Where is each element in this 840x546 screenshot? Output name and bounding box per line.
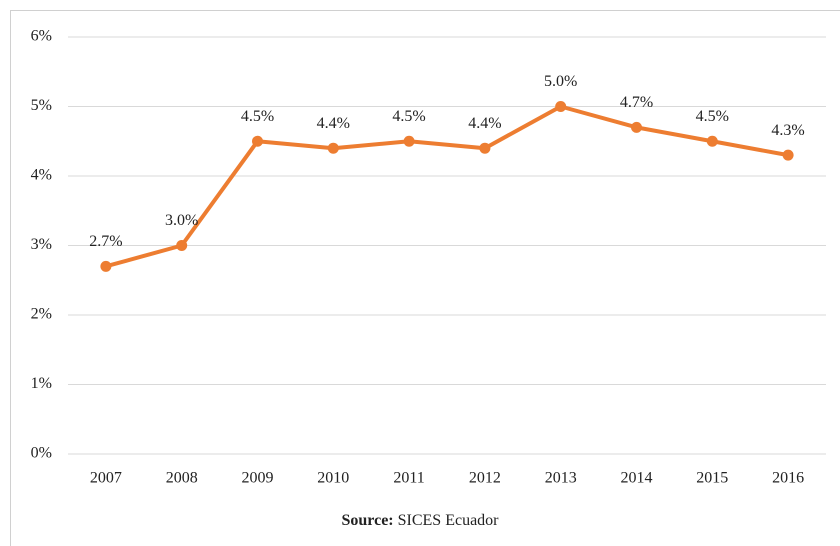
data-label: 4.5%	[241, 108, 274, 125]
data-label: 2.7%	[89, 233, 122, 250]
data-point	[631, 121, 642, 133]
data-label: 4.5%	[392, 108, 425, 125]
data-label: 4.5%	[696, 108, 729, 125]
data-point	[100, 260, 112, 272]
y-tick-label: 6%	[31, 28, 52, 45]
data-point	[706, 135, 718, 147]
x-tick-label: 2011	[393, 470, 424, 487]
x-tick-label: 2012	[469, 470, 501, 487]
y-tick-label: 4%	[31, 167, 52, 184]
x-tick-label: 2013	[545, 470, 577, 487]
data-label: 4.4%	[468, 115, 501, 132]
x-tick-label: 2015	[696, 470, 728, 487]
x-tick-label: 2008	[166, 470, 198, 487]
chart-frame	[10, 10, 840, 546]
source-label: Source:	[341, 512, 393, 529]
source-text: SICES Ecuador	[398, 512, 500, 529]
x-tick-label: 2014	[621, 470, 653, 487]
source-note: Source: SICES Ecuador	[341, 512, 499, 529]
data-point	[555, 101, 567, 112]
data-point	[176, 240, 188, 251]
data-point	[782, 149, 794, 161]
data-label: 4.4%	[317, 115, 350, 132]
series-line	[105, 104, 789, 269]
y-tick-label: 2%	[31, 306, 52, 323]
y-tick-label: 0%	[31, 445, 52, 462]
data-point	[252, 135, 263, 147]
data-label: 4.3%	[771, 122, 804, 139]
x-tick-label: 2016	[772, 470, 804, 487]
x-tick-label: 2010	[317, 470, 349, 487]
data-label: 5.0%	[544, 73, 577, 90]
data-point	[403, 135, 415, 147]
data-label: 3.0%	[165, 212, 198, 229]
x-tick-label: 2007	[90, 470, 122, 487]
y-tick-label: 5%	[31, 97, 52, 114]
data-point	[327, 142, 339, 154]
data-label: 4.7%	[620, 94, 653, 111]
data-point	[479, 142, 491, 154]
y-tick-label: 3%	[31, 236, 52, 253]
x-tick-label: 2009	[242, 470, 274, 487]
y-tick-label: 1%	[31, 375, 52, 392]
